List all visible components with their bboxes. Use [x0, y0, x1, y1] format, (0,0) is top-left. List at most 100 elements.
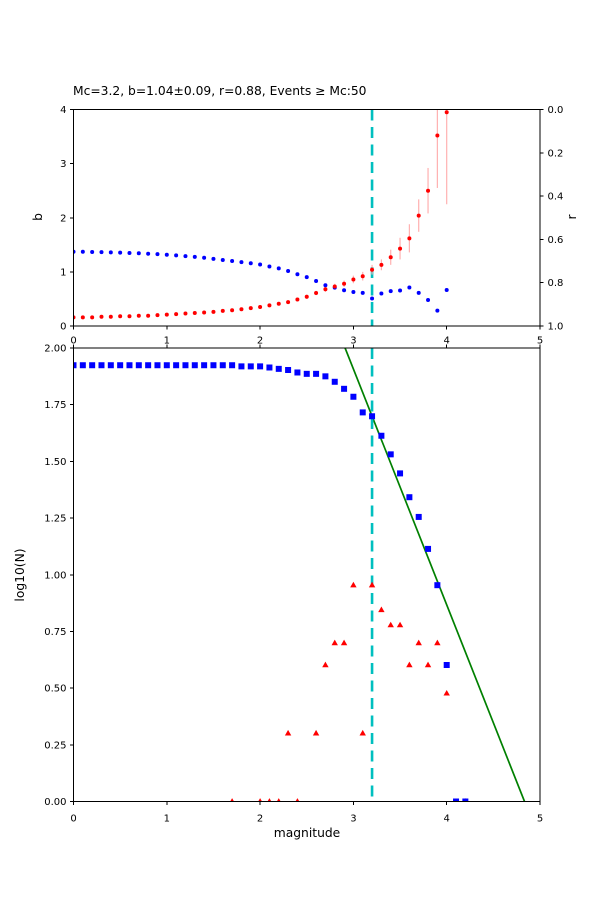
incremental-point — [340, 639, 348, 646]
r-point — [90, 249, 95, 254]
b-axis-tick-label: 3 — [60, 159, 66, 170]
r-point — [220, 257, 225, 262]
cumulative-point — [415, 513, 422, 520]
r-axis-tick-label: 0.2 — [548, 148, 564, 159]
cumulative-point — [117, 362, 124, 369]
r-point — [370, 296, 375, 301]
r-point — [267, 264, 272, 269]
incremental-point — [443, 689, 450, 696]
r-point — [379, 291, 384, 296]
b-point — [379, 262, 384, 267]
log10n-tick-label: 2.00 — [44, 344, 66, 355]
b-axis-tick-label: 0 — [60, 322, 66, 333]
b-point — [164, 312, 169, 317]
cumulative-point — [210, 362, 217, 369]
cumulative-point — [350, 393, 357, 400]
r-point — [351, 290, 356, 295]
incremental-point — [331, 639, 338, 646]
cumulative-point — [453, 798, 460, 802]
b-point — [435, 133, 440, 138]
incremental-point — [434, 639, 441, 646]
cumulative-point — [397, 470, 404, 477]
b-point — [127, 314, 132, 319]
b-point — [90, 315, 95, 320]
r-point — [174, 253, 179, 258]
cumulative-point — [135, 362, 142, 369]
b-point — [444, 110, 449, 115]
log10n-tick-label: 1.75 — [44, 400, 66, 411]
top-ylabel-r: r — [565, 214, 579, 220]
b-point — [388, 255, 393, 260]
magnitude-tick-label: 0 — [70, 814, 76, 825]
r-point — [192, 254, 197, 259]
cumulative-point — [98, 362, 105, 369]
cumulative-point — [462, 798, 469, 802]
b-point — [416, 213, 421, 218]
b-axis-tick-label: 2 — [60, 213, 66, 224]
top-ylabel-b: b — [31, 213, 45, 221]
r-point — [304, 275, 309, 280]
b-point — [398, 246, 403, 251]
top-x-tick-label: 3 — [350, 336, 356, 347]
b-point — [276, 301, 281, 306]
incremental-point — [276, 798, 281, 802]
r-point — [416, 290, 421, 295]
incremental-point — [387, 621, 394, 628]
b-point — [304, 294, 309, 299]
b-point — [342, 281, 347, 286]
cumulative-point — [73, 362, 77, 369]
cumulative-point — [294, 369, 301, 376]
cumulative-point — [443, 661, 450, 668]
r-point — [155, 252, 160, 257]
top-x-tick-label: 0 — [70, 336, 76, 347]
r-point — [80, 249, 85, 254]
r-point — [108, 250, 113, 255]
cumulative-point — [275, 365, 282, 372]
incremental-point — [230, 798, 235, 802]
b-point — [202, 310, 207, 315]
cumulative-point — [126, 362, 133, 369]
r-point — [164, 252, 169, 257]
magnitude-tick-label: 4 — [444, 814, 450, 825]
b-point — [267, 303, 272, 308]
r-point — [248, 261, 253, 266]
r-point — [388, 289, 393, 294]
cumulative-point — [89, 362, 96, 369]
r-point — [286, 269, 291, 274]
r-point — [435, 308, 440, 313]
r-point — [118, 250, 123, 255]
r-point — [276, 266, 281, 271]
b-point — [155, 313, 160, 318]
r-point — [407, 285, 412, 290]
cumulative-point — [425, 545, 432, 552]
r-point — [314, 278, 319, 283]
magnitude-tick-label: 1 — [164, 814, 170, 825]
cumulative-point — [154, 362, 161, 369]
incremental-point — [359, 729, 366, 736]
r-axis-tick-label: 0.4 — [548, 192, 564, 203]
b-point — [80, 315, 85, 320]
cumulative-point — [341, 385, 348, 392]
cumulative-point — [229, 362, 236, 369]
cumulative-point — [378, 432, 385, 439]
r-axis-tick-label: 1.0 — [548, 322, 564, 333]
r-point — [398, 288, 403, 293]
r-point — [183, 254, 188, 259]
incremental-point — [415, 639, 422, 646]
cumulative-point — [434, 582, 441, 589]
bottom-plot-area — [73, 348, 526, 802]
cumulative-point — [257, 363, 264, 370]
b-point — [192, 311, 197, 316]
b-point — [351, 277, 356, 282]
fit-line — [344, 348, 526, 802]
b-point — [230, 308, 235, 313]
b-point — [183, 311, 188, 316]
top-plot-area — [73, 109, 449, 326]
b-point — [323, 287, 328, 292]
b-point — [370, 267, 375, 272]
incremental-point — [396, 621, 404, 628]
cumulative-point — [285, 366, 292, 373]
magnitude-tick-label: 5 — [537, 814, 543, 825]
